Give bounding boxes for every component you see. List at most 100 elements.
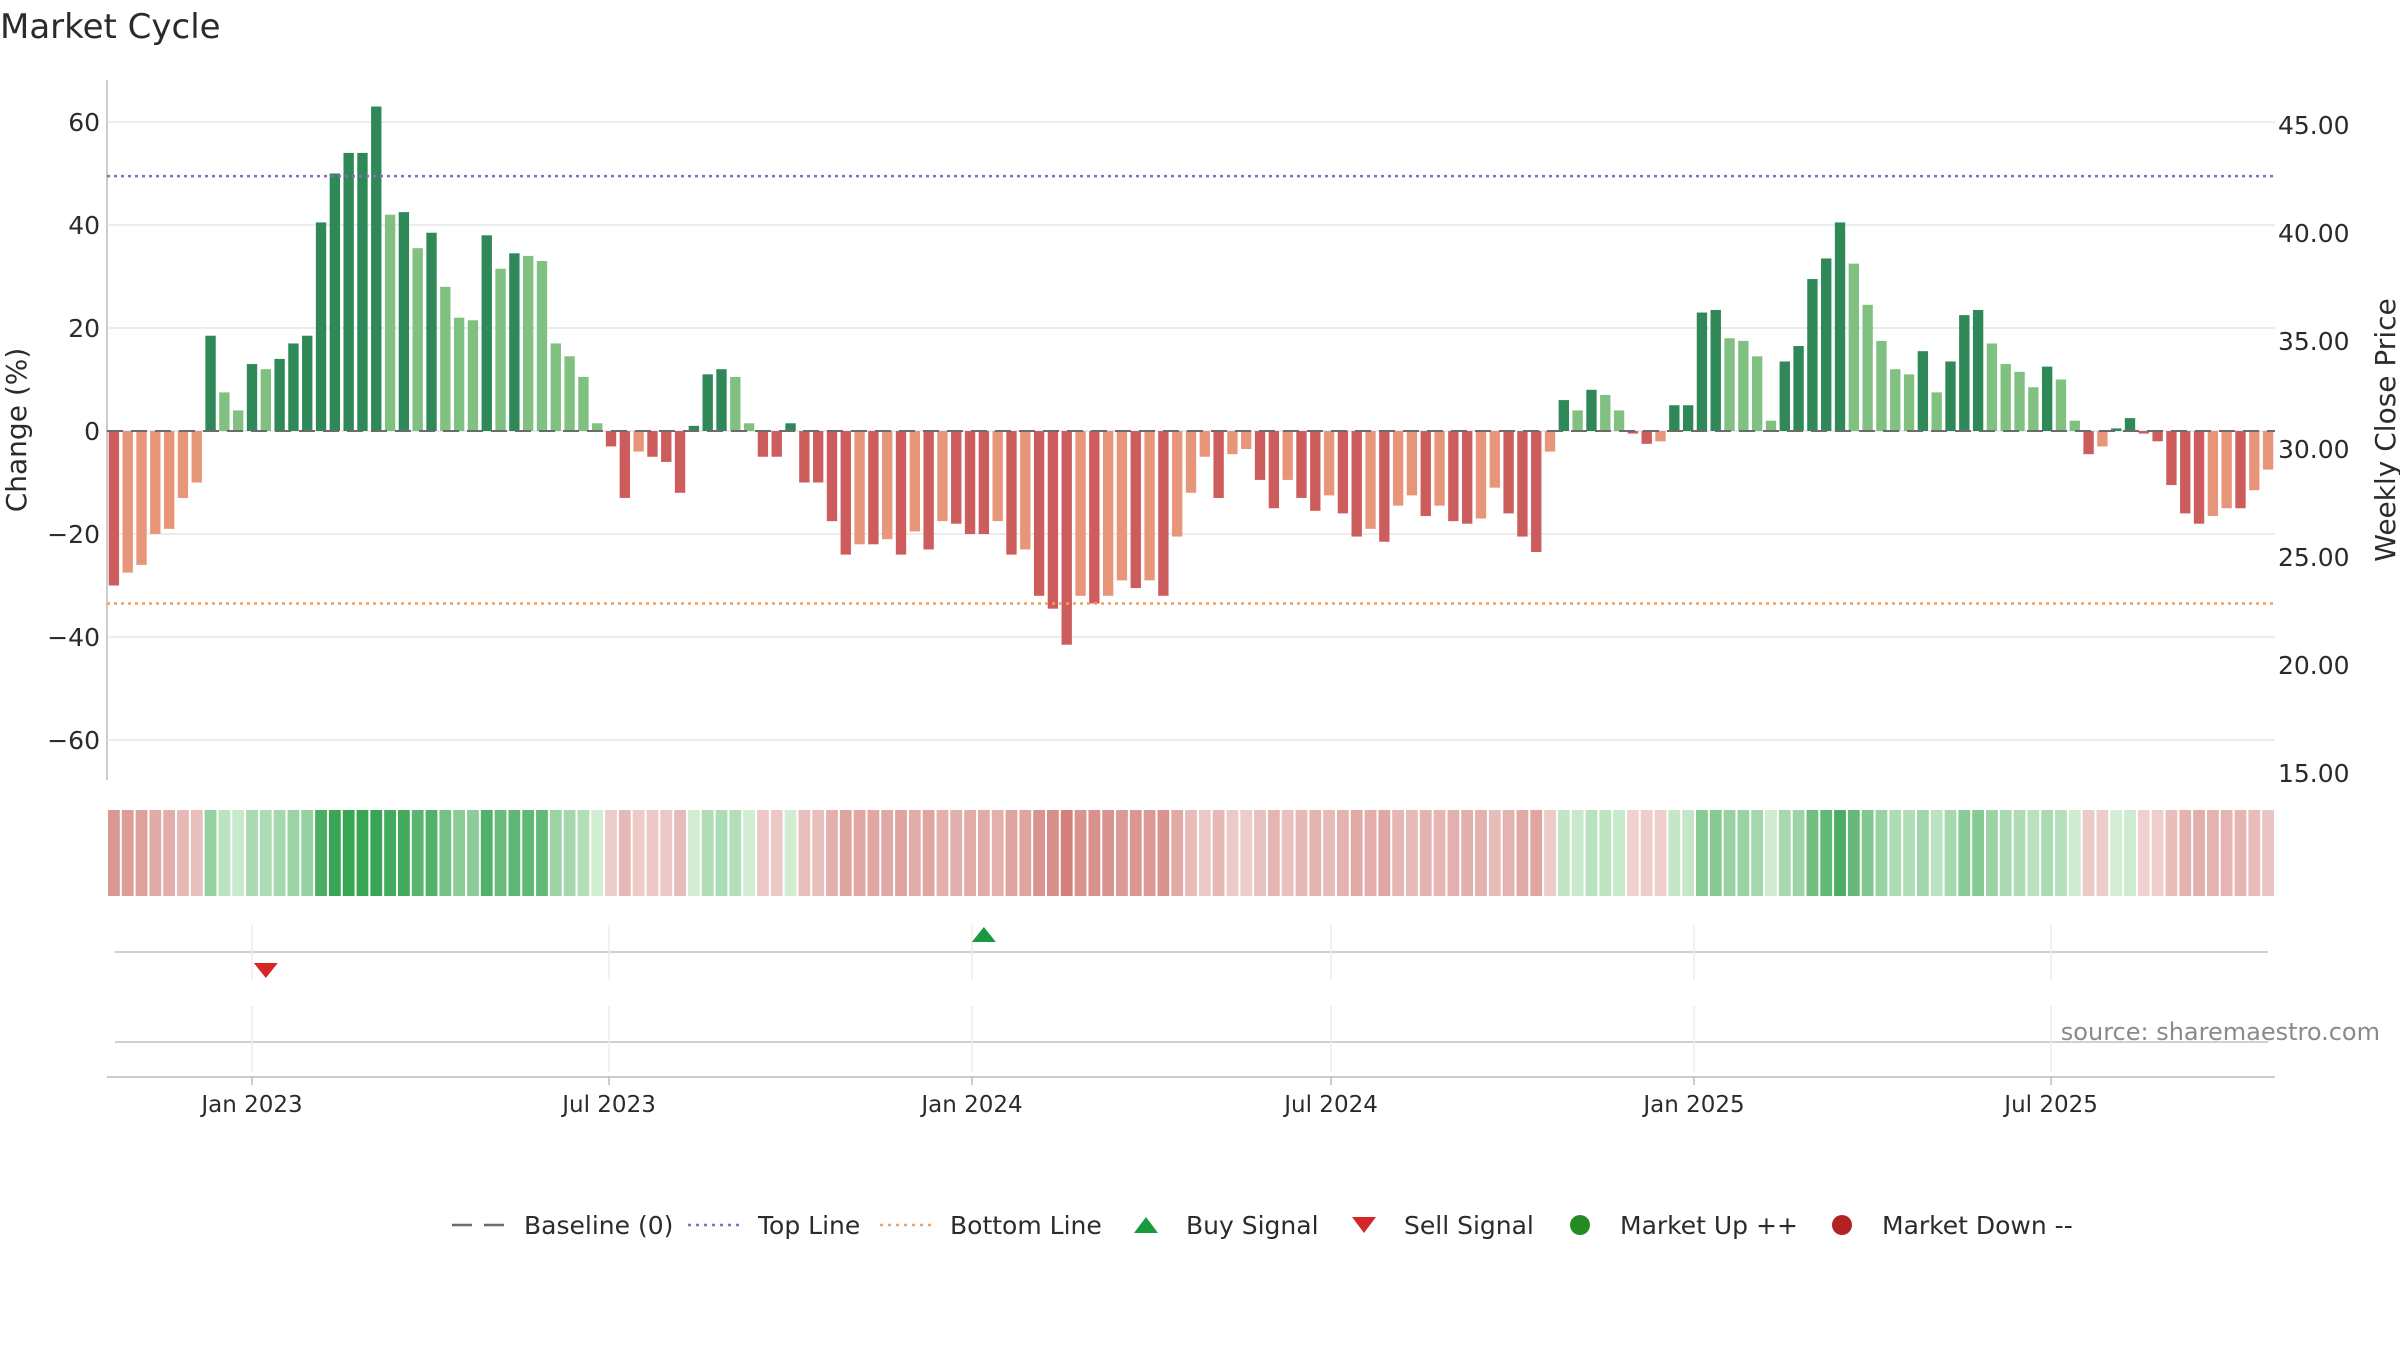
heat-cell bbox=[950, 810, 963, 896]
heat-cell bbox=[342, 810, 355, 896]
x-tick-label: Jan 2023 bbox=[199, 1092, 302, 1118]
y2-tick-label: 35.00 bbox=[2278, 327, 2350, 356]
bar bbox=[1738, 340, 1749, 431]
bar bbox=[1793, 346, 1804, 431]
heat-cell bbox=[1185, 810, 1197, 896]
heat-cell bbox=[370, 810, 383, 896]
heat-cell bbox=[2206, 810, 2219, 896]
legend-item: Market Up ++ bbox=[1570, 1211, 1798, 1240]
bar bbox=[2152, 431, 2163, 442]
heat-cell bbox=[2055, 810, 2067, 896]
bar bbox=[2249, 431, 2260, 491]
heat-cell bbox=[328, 810, 341, 896]
heat-cell bbox=[549, 810, 562, 896]
bar bbox=[1613, 410, 1625, 431]
bar bbox=[1986, 343, 1998, 431]
heat-cell bbox=[2013, 810, 2026, 896]
y-axis-label: Change (%) bbox=[0, 348, 33, 513]
bar bbox=[1959, 315, 1970, 431]
heat-cell bbox=[2110, 810, 2123, 896]
heat-cell bbox=[273, 810, 286, 896]
heat-cell bbox=[1198, 810, 1211, 896]
bar bbox=[1572, 410, 1583, 431]
bar bbox=[1102, 431, 1114, 596]
legend-item: Top Line bbox=[688, 1211, 860, 1240]
bar bbox=[1365, 431, 1376, 529]
bar bbox=[1130, 431, 1141, 589]
heat-cell bbox=[522, 810, 535, 896]
bar bbox=[2014, 371, 2025, 431]
bar bbox=[1434, 431, 1445, 506]
bar bbox=[1116, 431, 1128, 581]
heat-cell bbox=[1240, 810, 1253, 896]
bar bbox=[2028, 387, 2039, 431]
bar bbox=[619, 431, 631, 498]
heat-cell bbox=[246, 810, 258, 896]
bar bbox=[2180, 431, 2191, 514]
heat-cell bbox=[798, 810, 811, 896]
bar bbox=[1931, 392, 1942, 431]
bar bbox=[495, 268, 506, 431]
bar bbox=[951, 431, 962, 524]
heat-cell bbox=[508, 810, 521, 896]
heat-cell bbox=[315, 810, 327, 896]
bar bbox=[163, 431, 175, 529]
heat-cell bbox=[1834, 810, 1846, 896]
heat-cell bbox=[674, 810, 686, 896]
heat-cell bbox=[1585, 810, 1598, 896]
heat-cell bbox=[1516, 810, 1529, 896]
heat-cell bbox=[1861, 810, 1874, 896]
heat-cell bbox=[1419, 810, 1432, 896]
heat-cell bbox=[1019, 810, 1032, 896]
heat-cell bbox=[701, 810, 714, 896]
heat-cell bbox=[826, 810, 838, 896]
bar bbox=[108, 431, 120, 586]
heat-cell bbox=[1088, 810, 1101, 896]
bar bbox=[1862, 304, 1873, 431]
bar bbox=[122, 431, 133, 573]
heat-cell bbox=[1944, 810, 1957, 896]
legend-label: Market Down -- bbox=[1882, 1211, 2073, 1240]
heat-cell bbox=[770, 810, 783, 896]
heat-cell bbox=[453, 810, 466, 896]
heat-cell bbox=[2124, 810, 2136, 896]
bar bbox=[1392, 431, 1404, 506]
heat-cell bbox=[439, 810, 452, 896]
heat-cell bbox=[1254, 810, 1266, 896]
heat-cell bbox=[660, 810, 673, 896]
bar bbox=[2083, 431, 2094, 455]
bar bbox=[1241, 431, 1252, 450]
y-tick-label: 40 bbox=[68, 211, 100, 240]
heat-cell bbox=[1143, 810, 1156, 896]
heat-cell bbox=[964, 810, 976, 896]
bar bbox=[854, 431, 865, 545]
heat-cell bbox=[135, 810, 148, 896]
bar bbox=[1779, 361, 1790, 431]
bar bbox=[2055, 379, 2067, 431]
heat-cell bbox=[1958, 810, 1971, 896]
bar bbox=[1531, 431, 1542, 553]
bar bbox=[605, 431, 617, 447]
heat-cell bbox=[881, 810, 894, 896]
bar bbox=[1682, 405, 1694, 431]
y-tick-label: 20 bbox=[68, 314, 100, 343]
heat-cell bbox=[163, 810, 176, 896]
bar bbox=[674, 431, 686, 493]
heat-cell bbox=[2068, 810, 2081, 896]
bar bbox=[1669, 405, 1680, 431]
buy-signal-marker bbox=[971, 927, 996, 942]
heat-cell bbox=[218, 810, 231, 896]
bar bbox=[357, 152, 368, 431]
heat-cell bbox=[1461, 810, 1474, 896]
heat-cell bbox=[1129, 810, 1142, 896]
y2-tick-label: 30.00 bbox=[2278, 435, 2350, 464]
bar bbox=[398, 212, 410, 431]
heat-strip bbox=[108, 810, 2274, 896]
y2-axis-label: Weekly Close Price bbox=[2369, 298, 2400, 561]
heat-cell bbox=[287, 810, 300, 896]
heat-cell bbox=[839, 810, 852, 896]
heat-cell bbox=[2220, 810, 2233, 896]
bar bbox=[909, 431, 920, 532]
bar bbox=[1213, 431, 1224, 498]
bar bbox=[840, 431, 851, 555]
